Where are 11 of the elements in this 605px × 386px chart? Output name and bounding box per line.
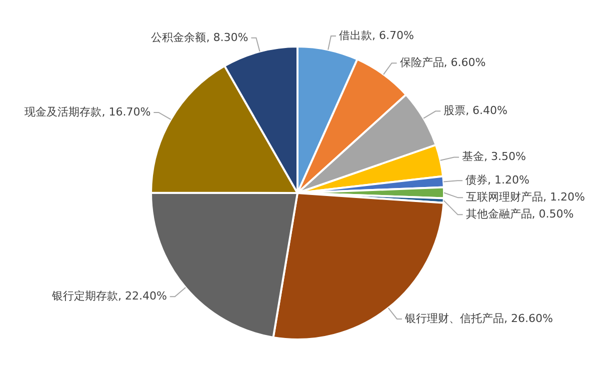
slice-label: 银行理财、信托产品, 26.60%: [404, 312, 553, 325]
slice-label: 基金, 3.50%: [462, 150, 526, 164]
slice-label: 公积金余额, 8.30%: [151, 30, 248, 44]
slice-label: 银行定期存款, 22.40%: [50, 289, 167, 302]
slice-label: 保险产品, 6.60%: [400, 56, 486, 69]
slice-label: 互联网理财产品, 1.20%: [466, 190, 585, 204]
slice-label: 债券, 1.20%: [466, 174, 530, 187]
slice-label: 其他金融产品, 0.50%: [466, 208, 574, 221]
slice-label: 借出款, 6.70%: [339, 28, 414, 42]
slice-label: 股票, 6.40%: [444, 104, 508, 118]
slice-label: 现金及活期存款, 16.70%: [24, 105, 151, 118]
